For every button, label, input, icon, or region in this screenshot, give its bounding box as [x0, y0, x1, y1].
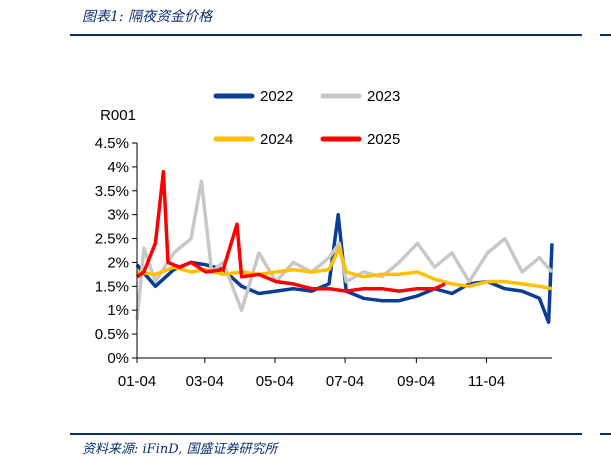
legend-item-2024: 2024: [213, 131, 293, 148]
y-tick-label: 0.5%: [95, 326, 129, 343]
x-tick-label: 11-04: [468, 373, 505, 390]
y-axis-label: R001: [100, 107, 136, 124]
x-tick-label: 01-04: [118, 373, 156, 390]
y-tick-label: 2%: [107, 254, 129, 271]
legend-label-2025: 2025: [367, 131, 400, 148]
legend-item-2025: 2025: [320, 131, 400, 148]
bottom-divider-end: [600, 433, 611, 435]
x-tick-label: 05-04: [256, 373, 294, 390]
series-line-2023: [135, 179, 554, 320]
top-divider: [70, 34, 582, 36]
series-line-2025: [136, 169, 446, 293]
x-tick-label: 03-04: [186, 373, 224, 390]
source-note: 资料来源: iFinD, 国盛证券研究所: [82, 442, 278, 457]
legend-label-2022: 2022: [260, 88, 293, 105]
legend-item-2023: 2023: [320, 88, 400, 105]
top-divider-end: [600, 34, 611, 36]
y-tick-label: 1%: [107, 302, 129, 319]
plot-lines: [135, 169, 554, 324]
y-tick-label: 3.5%: [95, 183, 129, 200]
legend-label-2024: 2024: [260, 131, 293, 148]
y-tick-label: 2.5%: [95, 231, 129, 248]
legend-item-2022: 2022: [213, 88, 293, 105]
legend-label-2023: 2023: [367, 88, 400, 105]
y-tick-label: 4%: [107, 159, 129, 176]
figure-title: 图表1: 隔夜资金价格: [82, 9, 213, 25]
y-tick-label: 3%: [107, 207, 129, 224]
y-tick-label: 1.5%: [95, 278, 129, 295]
axes: 0% 0.5% 1% 1.5% 2% 2.5% 3% 3.5% 4% 4.5% 01-04 03-04…: [95, 135, 552, 390]
legend: 2022 2023 2024 2025: [213, 88, 400, 148]
y-tick-label: 0%: [107, 350, 129, 367]
x-tick-label: 09-04: [397, 373, 435, 390]
y-tick-label: 4.5%: [95, 135, 129, 152]
x-tick-label: 07-04: [326, 373, 364, 390]
bottom-divider: [70, 433, 582, 435]
